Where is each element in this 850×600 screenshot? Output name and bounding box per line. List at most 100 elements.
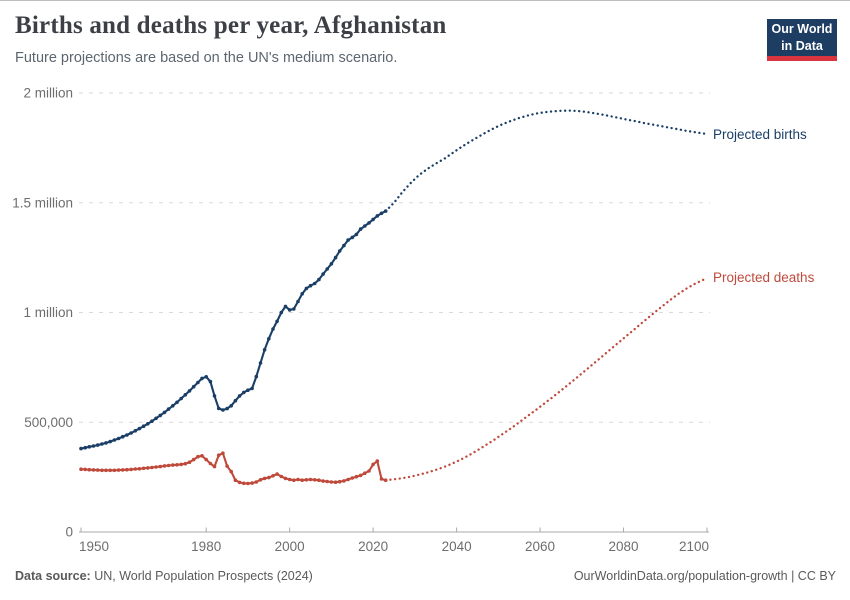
series-point-births-estimates bbox=[216, 406, 221, 411]
series-point-births-estimates bbox=[79, 446, 83, 451]
series-point-births-estimates bbox=[166, 407, 171, 411]
series-point-deaths-estimates bbox=[342, 479, 346, 483]
series-point-births-estimates bbox=[287, 308, 292, 312]
owid-logo-red-bar bbox=[767, 56, 837, 61]
series-point-deaths-estimates bbox=[83, 467, 87, 472]
series-point-deaths-estimates bbox=[358, 473, 363, 478]
series-point-births-estimates bbox=[237, 394, 242, 398]
series-point-deaths-estimates bbox=[120, 468, 125, 472]
series-point-births-estimates bbox=[158, 413, 163, 418]
series-point-deaths-estimates bbox=[250, 481, 254, 485]
series-point-births-estimates bbox=[187, 389, 192, 393]
series-point-deaths-estimates bbox=[154, 465, 158, 469]
series-point-births-estimates bbox=[342, 243, 346, 248]
owid-logo-line1: Our World bbox=[771, 22, 833, 37]
x-tick-label: 2000 bbox=[275, 539, 305, 554]
series-point-births-estimates bbox=[108, 439, 112, 444]
series-point-births-estimates bbox=[321, 272, 325, 276]
series-point-births-estimates bbox=[120, 434, 125, 439]
x-tick-label: 1950 bbox=[79, 539, 109, 554]
series-point-deaths-estimates bbox=[296, 477, 300, 482]
series-point-births-estimates bbox=[254, 374, 259, 379]
series-point-births-estimates bbox=[258, 361, 263, 365]
series-point-deaths-estimates bbox=[242, 481, 246, 486]
series-point-births-estimates bbox=[312, 281, 317, 286]
series-point-births-estimates bbox=[246, 388, 250, 393]
series-point-births-estimates bbox=[183, 393, 188, 397]
series-point-deaths-estimates bbox=[312, 478, 317, 482]
series-point-births-estimates bbox=[116, 436, 121, 441]
series-point-births-estimates bbox=[292, 307, 296, 311]
series-point-births-estimates bbox=[129, 431, 133, 435]
series-point-deaths-estimates bbox=[321, 479, 325, 483]
series-point-births-estimates bbox=[304, 286, 309, 291]
series-point-deaths-estimates bbox=[271, 474, 275, 478]
series-point-deaths-estimates bbox=[158, 464, 163, 469]
series-point-births-estimates bbox=[337, 249, 342, 253]
y-tick-label: 1.5 million bbox=[12, 195, 73, 210]
series-point-deaths-estimates bbox=[208, 461, 213, 466]
series-point-deaths-estimates bbox=[216, 453, 221, 458]
series-point-deaths-estimates bbox=[187, 460, 192, 465]
series-point-deaths-estimates bbox=[171, 463, 175, 467]
owid-logo[interactable]: Our World in Data bbox=[767, 19, 837, 61]
series-point-deaths-estimates bbox=[150, 465, 154, 470]
series-point-deaths-estimates bbox=[300, 478, 305, 483]
y-tick-label: 2 million bbox=[23, 86, 73, 101]
series-point-births-estimates bbox=[358, 227, 363, 231]
series-point-deaths-estimates bbox=[91, 468, 96, 472]
series-point-births-estimates bbox=[242, 390, 246, 395]
series-point-births-estimates bbox=[317, 277, 321, 282]
series-point-deaths-estimates bbox=[337, 479, 342, 484]
chart-subtitle: Future projections are based on the UN's… bbox=[15, 50, 398, 66]
series-point-births-estimates bbox=[150, 419, 154, 424]
series-point-deaths-estimates bbox=[283, 476, 288, 481]
series-point-deaths-estimates bbox=[354, 474, 359, 479]
series-point-births-estimates bbox=[233, 398, 238, 403]
credit-link[interactable]: OurWorldinData.org/population-growth | C… bbox=[573, 569, 836, 583]
series-point-births-estimates bbox=[363, 224, 367, 228]
owid-logo-box: Our World in Data bbox=[767, 19, 837, 56]
series-line-projected-births bbox=[384, 109, 709, 213]
x-tick-label: 2060 bbox=[525, 539, 555, 554]
series-point-births-estimates bbox=[250, 386, 254, 391]
series-point-births-estimates bbox=[171, 404, 175, 408]
projected-births-label: Projected births bbox=[713, 127, 807, 142]
series-point-deaths-estimates bbox=[275, 472, 279, 476]
series-point-deaths-estimates bbox=[125, 467, 129, 472]
series-point-births-estimates bbox=[95, 443, 100, 447]
series-point-deaths-estimates bbox=[304, 478, 309, 482]
series-point-births-estimates bbox=[200, 376, 204, 381]
series-point-deaths-estimates bbox=[229, 469, 233, 474]
series-point-births-estimates bbox=[175, 400, 179, 405]
series-point-deaths-estimates bbox=[137, 467, 142, 471]
series-point-deaths-estimates bbox=[254, 480, 259, 484]
series-point-deaths-estimates bbox=[287, 477, 292, 482]
series-point-deaths-estimates bbox=[308, 477, 313, 482]
series-point-births-estimates bbox=[367, 221, 371, 225]
series-point-deaths-estimates bbox=[129, 467, 133, 472]
series-point-births-estimates bbox=[225, 406, 229, 411]
series-point-deaths-estimates bbox=[175, 463, 179, 467]
series-point-births-estimates bbox=[179, 396, 183, 401]
series-point-deaths-estimates bbox=[262, 476, 267, 481]
series-point-births-estimates bbox=[350, 235, 355, 240]
series-point-deaths-estimates bbox=[112, 468, 117, 473]
series-point-deaths-estimates bbox=[329, 480, 334, 484]
series-point-deaths-estimates bbox=[146, 466, 150, 470]
series-point-births-estimates bbox=[262, 348, 267, 352]
series-point-deaths-estimates bbox=[292, 478, 296, 483]
series-point-births-estimates bbox=[204, 375, 208, 379]
series-point-births-estimates bbox=[83, 445, 87, 450]
series-point-births-estimates bbox=[300, 292, 305, 296]
x-tick-label: 2020 bbox=[358, 539, 388, 554]
series-point-births-estimates bbox=[196, 380, 200, 385]
series-point-deaths-estimates bbox=[141, 466, 146, 471]
series-point-deaths-estimates bbox=[379, 477, 384, 481]
projected-deaths-label: Projected deaths bbox=[713, 270, 815, 285]
series-point-deaths-estimates bbox=[196, 454, 200, 459]
series-point-births-estimates bbox=[191, 384, 196, 389]
data-source-prefix: Data source: bbox=[15, 569, 91, 583]
series-point-deaths-estimates bbox=[100, 468, 104, 473]
